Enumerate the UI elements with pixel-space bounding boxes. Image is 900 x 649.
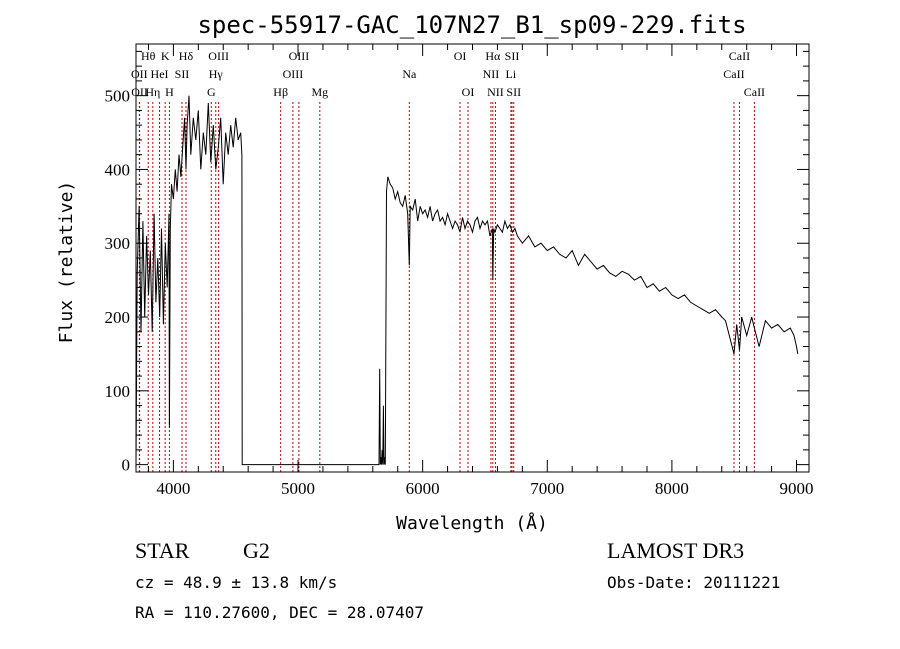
x-tick-label: 4000	[156, 479, 190, 498]
line-label: Hγ	[209, 67, 224, 81]
line-label: CaII	[744, 85, 765, 99]
line-label: Hη	[145, 85, 160, 99]
line-label: G	[207, 85, 216, 99]
line-label: OIII	[208, 49, 229, 63]
line-label: OIII	[289, 49, 310, 63]
line-label: CaII	[723, 67, 744, 81]
x-tick-label: 6000	[406, 479, 440, 498]
line-label: H	[165, 85, 174, 99]
line-label: Mg	[311, 85, 328, 99]
axis-ticks: 4000 5000 6000 7000 8000 9000 0 100 200 300 400 500	[105, 44, 814, 498]
line-label: Hβ	[273, 85, 288, 99]
object-subclass: G2	[243, 538, 270, 563]
line-label: OIII	[283, 67, 304, 81]
line-label: Li	[506, 67, 517, 81]
y-tick-label: 200	[105, 308, 131, 327]
line-label: Na	[402, 67, 417, 81]
y-tick-label: 100	[105, 382, 131, 401]
chart-title: spec-55917-GAC_107N27_B1_sp09-229.fits	[197, 11, 746, 39]
line-label: SII	[506, 85, 521, 99]
redshift-velocity: cz = 48.9 ± 13.8 km/s	[135, 573, 338, 592]
line-label: NII	[483, 67, 500, 81]
x-tick-label: 8000	[655, 479, 689, 498]
line-label: OI	[462, 85, 475, 99]
x-tick-label: 5000	[281, 479, 315, 498]
plot-frame	[135, 43, 810, 473]
line-label: Hδ	[179, 49, 194, 63]
line-label: NII	[487, 85, 504, 99]
observation-date: Obs-Date: 20111221	[607, 573, 781, 592]
y-axis-label: Flux (relative)	[56, 181, 77, 344]
line-label: Hα	[485, 49, 501, 63]
line-label: OII	[131, 67, 148, 81]
object-class: STAR	[135, 538, 190, 563]
spectrum-series	[135, 95, 799, 466]
x-axis-label: Wavelength (Å)	[396, 512, 548, 534]
line-label: SII	[505, 49, 520, 63]
spectrum-line	[135, 95, 799, 466]
y-tick-label: 0	[122, 456, 131, 475]
coordinates: RA = 110.27600, DEC = 28.07407	[135, 603, 424, 622]
x-tick-label: 9000	[780, 479, 814, 498]
line-label: CaII	[729, 49, 750, 63]
line-label: Hθ	[141, 49, 156, 63]
y-tick-label: 400	[105, 160, 131, 179]
line-label: HeI	[151, 67, 169, 81]
x-tick-label: 7000	[530, 479, 564, 498]
survey-name: LAMOST DR3	[607, 538, 745, 563]
line-label: OI	[454, 49, 467, 63]
line-label: SII	[175, 67, 190, 81]
y-tick-label: 300	[105, 234, 131, 253]
y-tick-label: 500	[105, 87, 131, 106]
line-label: K	[161, 49, 170, 63]
